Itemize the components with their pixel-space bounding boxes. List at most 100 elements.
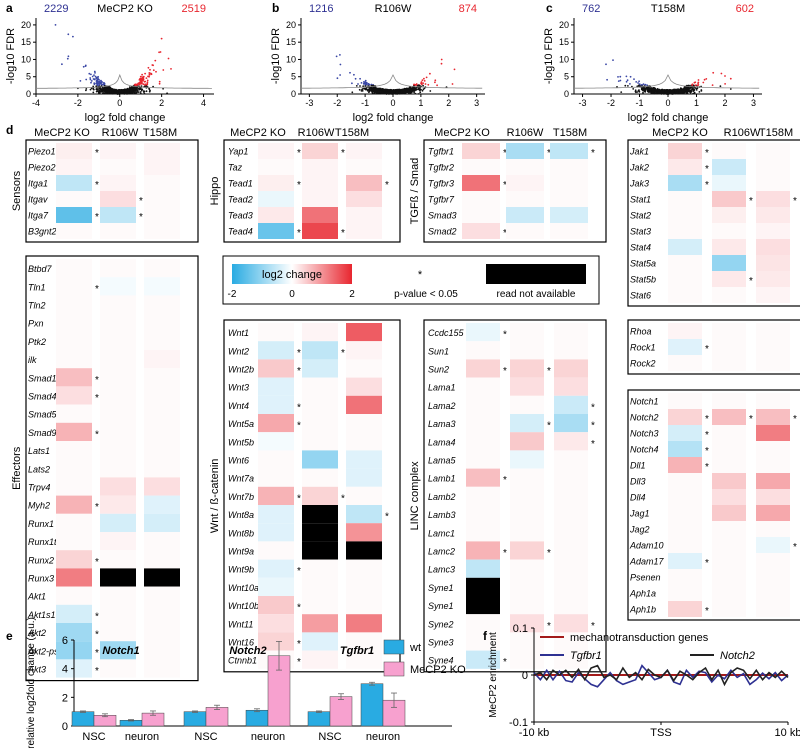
heatmap-cell bbox=[100, 143, 136, 159]
volcano-point bbox=[133, 91, 136, 94]
legend-gradient bbox=[232, 264, 352, 284]
heatmap-cell bbox=[466, 468, 500, 487]
heatmap-cell bbox=[550, 207, 588, 223]
volcano-title: MeCP2 KO bbox=[97, 3, 153, 15]
heatmap-cell bbox=[258, 614, 294, 633]
significance-star: * bbox=[503, 180, 507, 191]
panel-letter-d: d bbox=[6, 123, 13, 137]
volcano-point bbox=[125, 92, 127, 94]
heatmap-cell bbox=[756, 223, 790, 239]
gene-label: Akt3 bbox=[27, 665, 46, 675]
heatmap-cell bbox=[466, 505, 500, 524]
volcano-point bbox=[367, 83, 370, 85]
volcano-point bbox=[617, 80, 620, 82]
volcano-title: R106W bbox=[375, 3, 412, 15]
heatmap-notch: Notch1 Notch2 * * * Notch3 * Notch4 * Dll1 * Dll3 Dl… bbox=[627, 389, 800, 621]
volcano-point bbox=[369, 88, 372, 90]
heatmap-cell bbox=[506, 159, 544, 175]
heatmap-cell bbox=[466, 650, 500, 669]
volcano-point bbox=[383, 90, 386, 92]
heatmap-cell bbox=[100, 641, 136, 660]
heatmap-cell bbox=[712, 489, 746, 505]
volcano-point bbox=[139, 78, 141, 80]
column-header: R106W bbox=[298, 127, 335, 139]
x-tick-label: 1 bbox=[418, 98, 423, 108]
heatmap-cell bbox=[346, 614, 382, 633]
gene-label: Tgfbr2 bbox=[428, 163, 454, 173]
gene-label: Piezo1 bbox=[28, 147, 56, 157]
volcano-point bbox=[138, 88, 141, 91]
volcano-point bbox=[67, 55, 70, 58]
heatmap-cell bbox=[554, 614, 588, 633]
heatmap-cell bbox=[346, 223, 382, 239]
volcano-point bbox=[127, 91, 130, 94]
bar-wt bbox=[71, 711, 95, 727]
volcano-b: b 1216 R106W 874 -3 -2 -1 0 1 2 3 0 5 10 15 20 log2 fold… bbox=[270, 1, 485, 124]
volcano-point bbox=[89, 77, 92, 79]
gene-label: Smad1 bbox=[28, 373, 57, 383]
volcano-point bbox=[84, 64, 87, 67]
volcano-a: a 2229 MeCP2 KO 2519 -4 -2 0 2 4 0 5 10 15 20 log2 fol… bbox=[5, 1, 214, 124]
gene-label: Wnt8a bbox=[228, 510, 254, 520]
significance-star: * bbox=[95, 284, 99, 295]
volcano-point bbox=[415, 86, 418, 89]
gene-label: ilk bbox=[28, 355, 37, 365]
gene-label: Adam10 bbox=[629, 541, 664, 551]
volcano-point bbox=[645, 88, 648, 90]
volcano-point bbox=[102, 90, 104, 93]
y-tick-label: 0 bbox=[62, 721, 68, 733]
gene-label: Wnt2 bbox=[228, 346, 249, 356]
heatmap-cell bbox=[100, 604, 136, 623]
heatmap-cell bbox=[56, 495, 92, 514]
gene-label: Jak3 bbox=[629, 179, 649, 189]
significance-star: * bbox=[503, 548, 507, 559]
volcano-point bbox=[399, 92, 402, 95]
heatmap-cell bbox=[510, 468, 544, 487]
volcano-point bbox=[440, 58, 443, 61]
volcano-point bbox=[140, 85, 143, 87]
heatmap-cell bbox=[466, 377, 500, 396]
significance-star: * bbox=[297, 348, 301, 359]
heatmap-tgfb: MeCP2 KO R106W T158M Tgfbr1 * * * Tgfbr2 Tgfbr3 *… bbox=[409, 127, 607, 243]
gene-label: Stat5a bbox=[630, 259, 656, 269]
volcano-point bbox=[349, 71, 351, 74]
significance-star: * bbox=[705, 180, 709, 191]
heatmap-cell bbox=[712, 521, 746, 537]
significance-star: * bbox=[591, 621, 595, 632]
heatmap-cell bbox=[554, 450, 588, 469]
heatmap-cell bbox=[756, 585, 790, 601]
volcano-point bbox=[126, 91, 129, 94]
volcano-point bbox=[412, 87, 414, 89]
heatmap-cell bbox=[668, 569, 702, 585]
gene-label: Dll3 bbox=[630, 477, 646, 487]
heatmap-cell bbox=[100, 532, 136, 551]
legend-label: MeCP2 KO bbox=[410, 664, 466, 676]
significance-curve bbox=[301, 74, 483, 89]
volcano-point bbox=[101, 88, 103, 90]
heatmap-cell bbox=[258, 505, 294, 524]
heatmap-cell bbox=[668, 339, 702, 355]
volcano-point bbox=[392, 91, 394, 93]
column-header: T158M bbox=[143, 127, 177, 139]
volcano-point bbox=[359, 77, 361, 80]
heatmap-cell bbox=[56, 441, 92, 460]
volcano-point bbox=[662, 90, 665, 93]
volcano-point bbox=[357, 83, 359, 85]
volcano-point bbox=[689, 91, 692, 94]
volcano-point bbox=[669, 92, 672, 95]
heatmap-cell bbox=[346, 207, 382, 223]
volcano-point bbox=[651, 91, 654, 94]
heatmap-cell bbox=[346, 559, 382, 578]
legend-tick-mid: 0 bbox=[289, 289, 295, 300]
volcano-point bbox=[420, 81, 423, 83]
y-axis-label: MeCP2 enrichment bbox=[488, 632, 499, 718]
bar-wt bbox=[245, 709, 269, 727]
up-count: 874 bbox=[459, 3, 477, 15]
y-tick-label: 5 bbox=[291, 72, 296, 82]
heatmap-cell bbox=[712, 601, 746, 617]
heatmap-cell bbox=[510, 359, 544, 378]
significance-star: * bbox=[95, 375, 99, 386]
volcano-point bbox=[142, 75, 145, 78]
gene-label: Wnt2b bbox=[228, 365, 254, 375]
